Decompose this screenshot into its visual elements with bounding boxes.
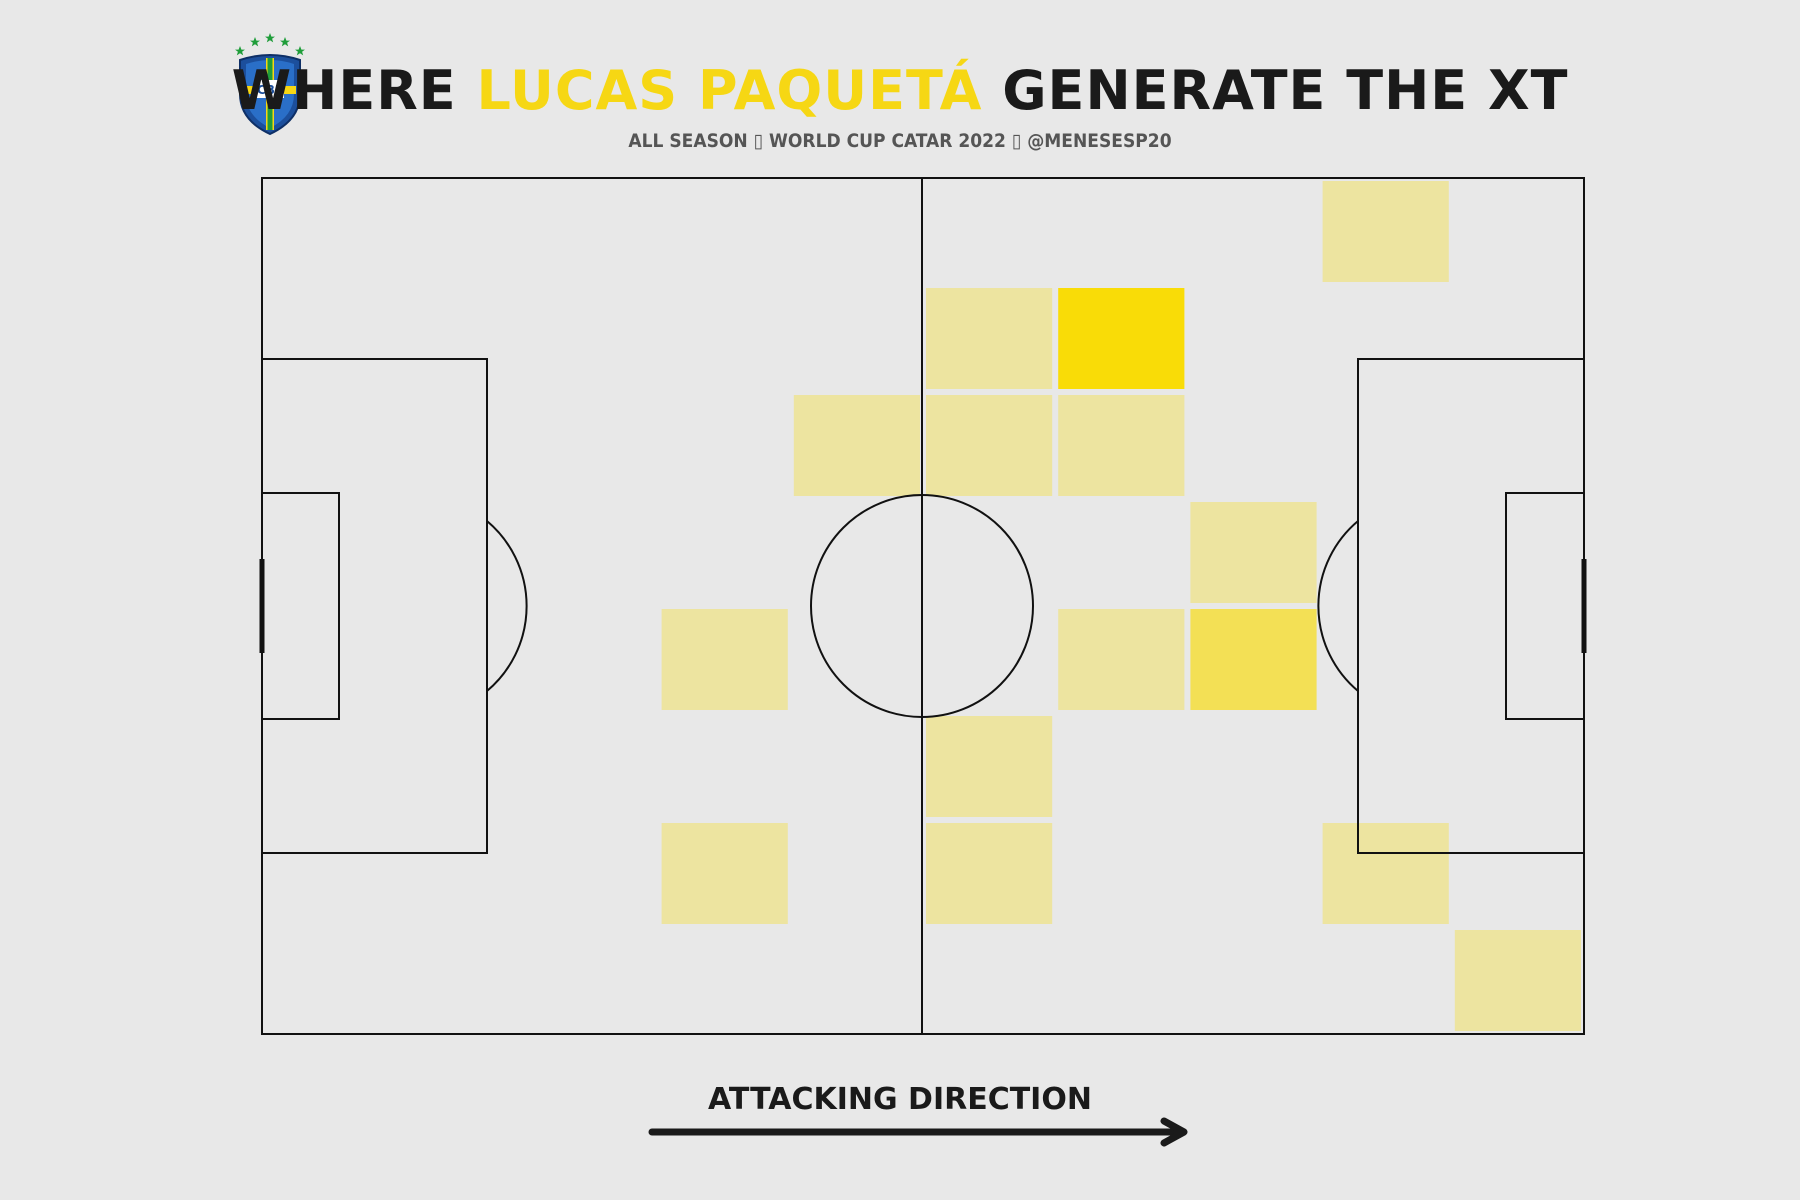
heatmap-cell: [793, 395, 920, 496]
heatmap-cell: [1190, 502, 1317, 603]
left-penalty-box: [261, 358, 488, 854]
right-penalty-arc: [1317, 520, 1359, 692]
attacking-direction-arrow: [648, 1117, 1188, 1147]
heatmap-cell: [1058, 395, 1185, 496]
heatmap-cell: [1190, 609, 1317, 710]
heatmap-cell: [1454, 930, 1581, 1031]
heatmap-cell: [926, 823, 1053, 924]
right-penalty-box: [1357, 358, 1585, 854]
chart-subtitle: ALL SEASON ▯ WORLD CUP CATAR 2022 ▯ @MEN…: [628, 130, 1172, 152]
heatmap-cell: [1058, 609, 1185, 710]
logo-text: CBF: [257, 83, 283, 97]
title-player-name: LUCAS PAQUETÁ: [476, 59, 983, 122]
title-suffix: GENERATE THE XT: [982, 59, 1569, 122]
right-six-yard-box: [1505, 492, 1585, 720]
heatmap-cell: [926, 716, 1053, 817]
heatmap-cell: [1322, 181, 1449, 282]
cbf-logo: CBF: [235, 33, 305, 136]
center-circle: [810, 494, 1034, 718]
heatmap-cell: [661, 609, 788, 710]
heatmap-cell: [926, 395, 1053, 496]
title-prefix: WHERE: [231, 59, 477, 122]
heatmap-cell: [1058, 288, 1185, 389]
heatmap-cell: [661, 823, 788, 924]
logo-stars: [235, 33, 305, 56]
heatmap-cell: [1322, 823, 1449, 924]
heatmap-cell: [926, 288, 1053, 389]
left-penalty-arc: [486, 520, 528, 692]
left-six-yard-box: [261, 492, 340, 720]
heatmap-layer: [661, 181, 1581, 1031]
attacking-direction-label: ATTACKING DIRECTION: [708, 1082, 1092, 1117]
chart-title: WHERE LUCAS PAQUETÁ GENERATE THE XT: [0, 56, 1800, 126]
